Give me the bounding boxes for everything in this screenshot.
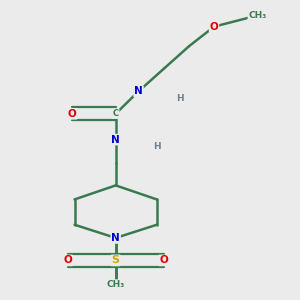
Text: N: N <box>111 135 120 145</box>
Text: O: O <box>159 255 168 266</box>
Text: N: N <box>111 233 120 243</box>
Text: O: O <box>63 255 72 266</box>
Text: H: H <box>176 94 184 103</box>
Text: H: H <box>153 142 161 151</box>
Text: S: S <box>112 255 120 266</box>
Text: C: C <box>112 109 119 118</box>
Text: O: O <box>210 22 218 32</box>
Text: CH₃: CH₃ <box>248 11 267 20</box>
Text: O: O <box>68 109 76 119</box>
Text: N: N <box>134 86 143 96</box>
Text: CH₃: CH₃ <box>106 280 125 289</box>
